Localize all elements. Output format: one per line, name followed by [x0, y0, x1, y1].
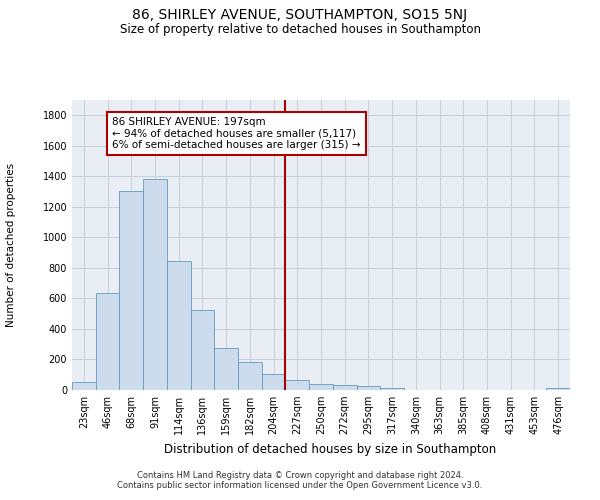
Bar [119, 191, 143, 390]
Bar [238, 362, 262, 390]
Bar [356, 386, 380, 390]
Bar [191, 310, 214, 390]
Bar [262, 374, 286, 390]
Bar [214, 348, 238, 390]
Text: Size of property relative to detached houses in Southampton: Size of property relative to detached ho… [119, 22, 481, 36]
Bar [333, 384, 356, 390]
Bar [72, 382, 96, 390]
Bar [546, 388, 570, 390]
Text: Contains HM Land Registry data © Crown copyright and database right 2024.
Contai: Contains HM Land Registry data © Crown c… [118, 470, 482, 490]
Bar [286, 380, 309, 390]
Bar [143, 180, 167, 390]
Bar [380, 388, 404, 390]
Text: Distribution of detached houses by size in Southampton: Distribution of detached houses by size … [164, 442, 496, 456]
Bar [309, 384, 333, 390]
Text: Number of detached properties: Number of detached properties [6, 163, 16, 327]
Bar [96, 293, 119, 390]
Bar [167, 261, 191, 390]
Text: 86 SHIRLEY AVENUE: 197sqm
← 94% of detached houses are smaller (5,117)
6% of sem: 86 SHIRLEY AVENUE: 197sqm ← 94% of detac… [112, 117, 361, 150]
Text: 86, SHIRLEY AVENUE, SOUTHAMPTON, SO15 5NJ: 86, SHIRLEY AVENUE, SOUTHAMPTON, SO15 5N… [133, 8, 467, 22]
